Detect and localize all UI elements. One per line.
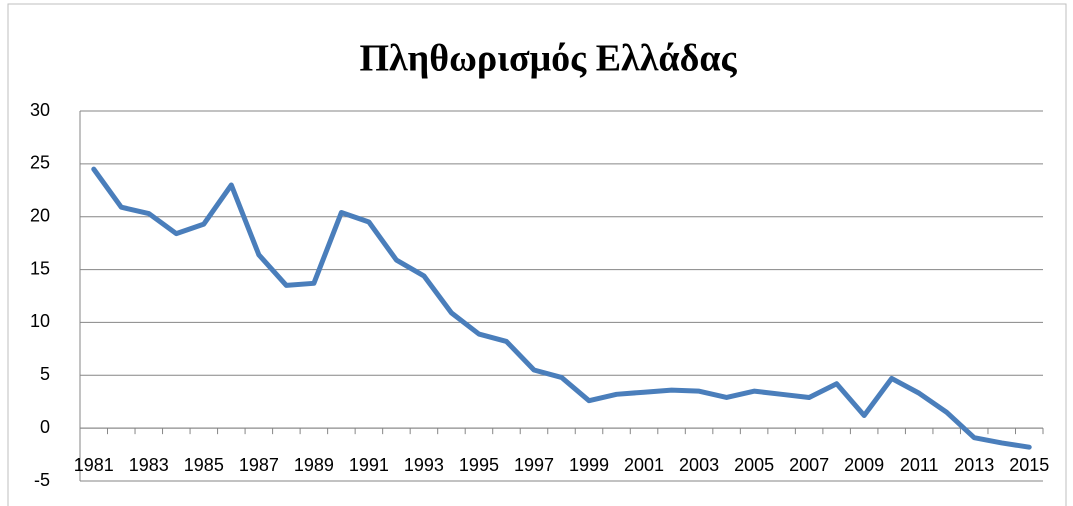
x-tick-label: 2003: [679, 455, 719, 475]
x-tick-label: 1989: [294, 455, 334, 475]
y-tick-label: 5: [40, 364, 50, 384]
x-tick-label: 2013: [954, 455, 994, 475]
x-tick-label: 1987: [239, 455, 279, 475]
x-tick-label: 1993: [404, 455, 444, 475]
x-tick-label: 1995: [459, 455, 499, 475]
x-tick-label: 1999: [569, 455, 609, 475]
x-tick-label: 1983: [129, 455, 169, 475]
y-tick-label: 0: [40, 417, 50, 437]
x-tick-label: 2007: [789, 455, 829, 475]
y-tick-label: -5: [34, 470, 50, 490]
x-tick-label: 2011: [900, 455, 939, 475]
x-tick-label: 2001: [624, 455, 664, 475]
x-tick-label: 2015: [1009, 455, 1049, 475]
y-tick-label: 20: [30, 205, 50, 225]
x-tick-label: 1985: [184, 455, 224, 475]
y-tick-label: 30: [30, 100, 50, 120]
x-tick-label: 1991: [349, 455, 389, 475]
y-tick-label: 15: [30, 258, 50, 278]
line: [91, 166, 1032, 450]
chart-title: Πληθωρισμός Ελλάδας: [359, 38, 737, 80]
x-tick-label: 2005: [734, 455, 774, 475]
chart-frame: [7, 3, 1067, 506]
y-tick-label: 10: [30, 311, 50, 331]
x-tick-label: 2009: [844, 455, 884, 475]
x-tick-label: 1997: [514, 455, 554, 475]
y-tick-label: 25: [30, 153, 50, 173]
x-tick-label: 1981: [74, 455, 114, 475]
